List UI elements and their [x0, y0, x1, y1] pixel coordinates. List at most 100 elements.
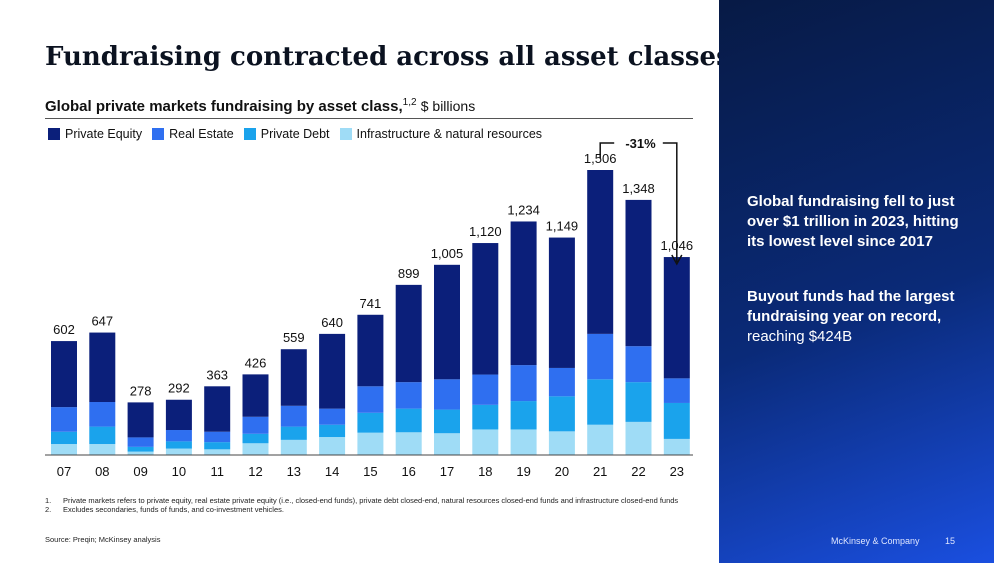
x-tick-label: 09	[133, 464, 147, 479]
data-label: 426	[245, 355, 267, 370]
legend-swatch	[339, 128, 352, 140]
bar-segment	[587, 424, 614, 455]
stacked-bar-chart: 602 07 647 08 278 09 292 10 363 11 426 12 559 13 640 14…	[45, 136, 693, 479]
bar-segment	[89, 332, 116, 403]
bar-segment	[242, 416, 269, 434]
bar-segment	[510, 429, 537, 455]
bar-segment	[587, 379, 614, 425]
takeaway-2-rest: reaching $424B	[747, 328, 853, 345]
x-tick-label: 13	[287, 464, 301, 479]
chart-legend: Private Equity Real Estate Private Debt Inf…	[48, 127, 542, 141]
bar-segment	[663, 438, 690, 455]
bar-segment	[510, 365, 537, 402]
data-label: 647	[91, 314, 113, 329]
legend-swatch	[243, 128, 256, 140]
bar-segment	[204, 449, 231, 455]
chart-unit: $ billions	[420, 98, 476, 114]
x-tick-label: 10	[172, 464, 186, 479]
bar-segment	[51, 444, 77, 455]
takeaway-2: Buyout funds had the largest fundraising…	[747, 287, 977, 347]
x-tick-label: 14	[325, 464, 339, 479]
bar-segment	[587, 170, 614, 334]
bar-segment	[625, 382, 652, 422]
legend-label: Infrastructure & natural resources	[356, 127, 543, 141]
data-label: 602	[53, 322, 75, 337]
x-tick-label: 17	[440, 464, 454, 479]
legend-swatch	[152, 128, 165, 140]
bar-segment	[663, 402, 690, 439]
x-tick-label: 19	[516, 464, 530, 479]
bar-segment	[280, 349, 307, 406]
bar-segment	[51, 431, 77, 445]
legend-label: Private Debt	[260, 127, 330, 141]
footnote-number: 1.	[45, 496, 52, 505]
bar-segment	[127, 446, 154, 452]
subtitle-divider	[45, 118, 693, 119]
annotation-bracket-left	[599, 142, 615, 158]
data-label: 1,506	[584, 151, 617, 166]
bar-segment	[319, 437, 346, 455]
bar-segment	[165, 430, 192, 442]
footnotes: 1. Private markets refers to private equ…	[45, 496, 685, 514]
bar-segment	[548, 431, 575, 455]
bar-segment	[395, 284, 422, 383]
bar-segment	[51, 407, 77, 432]
data-label: 1,005	[431, 246, 464, 261]
footnote: 2. Excludes secondaries, funds of funds,…	[45, 505, 685, 514]
bar-segment	[89, 444, 116, 455]
bar-segment	[204, 431, 231, 443]
bar-segment	[357, 386, 384, 413]
x-tick-label: 16	[401, 464, 415, 479]
bar-segment	[280, 426, 307, 440]
data-label: 278	[130, 383, 152, 398]
source-note: Source: Preqin; McKinsey analysis	[45, 535, 161, 544]
footnote-number: 2.	[45, 505, 52, 514]
bar-segment	[472, 243, 499, 375]
legend-item: Infrastructure & natural resources	[339, 127, 543, 141]
bar-segment	[280, 439, 307, 455]
bar-segment	[434, 264, 460, 380]
data-label: 292	[168, 381, 190, 396]
takeaway-2-bold: Buyout funds had the largest fundraising…	[747, 288, 955, 325]
data-label: 1,120	[469, 224, 502, 239]
data-label: 1,149	[546, 219, 579, 234]
bar-segment	[548, 396, 575, 432]
x-tick-label: 15	[363, 464, 377, 479]
legend-item: Private Debt	[243, 127, 330, 141]
bar-segment	[89, 426, 116, 445]
bar-segment	[587, 333, 614, 380]
bar-segment	[548, 367, 575, 397]
bar-segment	[165, 441, 192, 449]
bar-segment	[434, 409, 460, 434]
annotation-arrowhead	[671, 254, 683, 266]
x-tick-label: 12	[248, 464, 262, 479]
bar-segment	[472, 374, 499, 405]
bar-segment	[127, 437, 154, 447]
bar-segment	[280, 405, 307, 427]
footnote: 1. Private markets refers to private equ…	[45, 496, 685, 505]
bar-segment	[434, 379, 460, 410]
x-tick-label: 18	[478, 464, 492, 479]
x-tick-label: 20	[555, 464, 569, 479]
bar-segment	[395, 408, 422, 433]
data-label: 899	[398, 266, 420, 281]
x-tick-label: 21	[593, 464, 607, 479]
chart-subtitle: Global private markets fundraising by as…	[45, 97, 475, 115]
bar-segment	[319, 408, 346, 425]
footnote-text: Private markets refers to private equity…	[63, 496, 679, 505]
bar-segment	[357, 432, 384, 455]
legend-label: Private Equity	[65, 127, 143, 141]
legend-item: Private Equity	[48, 127, 142, 141]
bar-segment	[165, 399, 192, 431]
bar-segment	[395, 382, 422, 409]
bar-segment	[319, 333, 346, 409]
bar-segment	[319, 424, 346, 438]
legend-swatch	[48, 128, 60, 140]
chart-subtitle-footnote-ref: 1,2	[402, 97, 417, 108]
legend-item: Real Estate	[152, 127, 234, 141]
x-tick-label: 23	[670, 464, 684, 479]
chart-subtitle-text: Global private markets fundraising by as…	[45, 98, 403, 115]
page-number: 15	[945, 536, 956, 546]
takeaway-panel: Global fundraising fell to just over $1 …	[719, 0, 994, 563]
bar-segment	[165, 448, 192, 455]
